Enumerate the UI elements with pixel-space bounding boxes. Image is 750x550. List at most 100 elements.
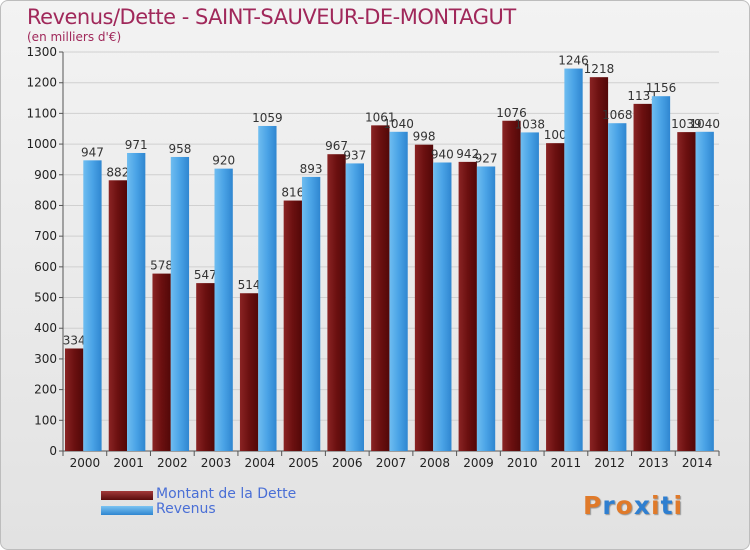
y-tick-label: 500 xyxy=(34,291,57,305)
data-label-revenus: 937 xyxy=(343,148,366,162)
data-label-revenus: 947 xyxy=(81,145,104,159)
data-label-revenus: 971 xyxy=(125,138,148,152)
y-tick-label: 1100 xyxy=(26,106,57,120)
chart-title: Revenus/Dette - SAINT-SAUVEUR-DE-MONTAGU… xyxy=(27,5,516,29)
bar-revenus xyxy=(651,96,671,451)
bar-revenus xyxy=(608,123,627,452)
data-label-revenus: 958 xyxy=(168,142,191,156)
data-label-revenus: 927 xyxy=(475,151,498,165)
data-label-revenus: 1040 xyxy=(383,117,414,131)
logo-letter: x xyxy=(633,491,651,520)
bar-dette xyxy=(283,200,302,451)
bar-dette xyxy=(327,154,346,451)
bar-revenus xyxy=(258,125,277,452)
bar-revenus xyxy=(83,160,102,451)
data-label-dette: 1131 xyxy=(627,89,658,103)
data-label-dette: 1061 xyxy=(365,110,396,124)
y-tick-label: 100 xyxy=(34,413,57,427)
bar-dette xyxy=(502,120,521,452)
data-label-revenus: 1068 xyxy=(602,108,633,122)
legend-swatch-dette xyxy=(101,491,153,500)
x-tick-label: 2014 xyxy=(682,456,713,470)
x-tick-label: 2009 xyxy=(463,456,494,470)
logo-letter: t xyxy=(660,491,674,520)
data-label-revenus: 1059 xyxy=(252,111,283,125)
bar-dette xyxy=(414,144,434,451)
legend-label-revenus: Revenus xyxy=(156,501,216,517)
bar-dette xyxy=(458,161,477,451)
x-tick-label: 2004 xyxy=(245,456,276,470)
bar-revenus xyxy=(301,176,321,451)
logo-letter: i xyxy=(673,491,684,520)
bar-dette xyxy=(371,125,390,451)
y-tick-label: 800 xyxy=(34,198,57,212)
data-label-dette: 882 xyxy=(106,165,129,179)
bar-dette xyxy=(589,77,609,451)
bar-revenus xyxy=(214,168,233,451)
x-tick-label: 2005 xyxy=(288,456,319,470)
y-tick-label: 600 xyxy=(34,260,57,274)
bar-revenus xyxy=(127,152,146,451)
x-tick-label: 2000 xyxy=(70,456,101,470)
y-tick-label: 300 xyxy=(34,352,57,366)
y-tick-label: 0 xyxy=(49,444,57,458)
data-label-dette: 816 xyxy=(281,186,304,200)
y-tick-label: 700 xyxy=(34,229,57,243)
bar-revenus xyxy=(433,162,452,451)
data-label-dette: 514 xyxy=(238,278,261,292)
logo-letter: i xyxy=(651,491,661,520)
proxiti-logo: Proxiti xyxy=(583,491,683,520)
x-tick-label: 2011 xyxy=(551,456,582,470)
data-label-dette: 1218 xyxy=(584,62,615,76)
bar-dette xyxy=(546,143,565,451)
x-tick-label: 2001 xyxy=(113,456,144,470)
x-tick-label: 2006 xyxy=(332,456,363,470)
data-label-revenus: 920 xyxy=(212,154,235,168)
x-tick-label: 2007 xyxy=(376,456,407,470)
y-tick-label: 1300 xyxy=(26,45,57,59)
x-tick-label: 2008 xyxy=(419,456,450,470)
chart-subtitle: (en milliers d'€) xyxy=(27,30,122,44)
bar-revenus xyxy=(695,131,714,452)
bar-revenus xyxy=(564,68,583,451)
data-label-revenus: 1040 xyxy=(689,117,720,131)
x-tick-label: 2002 xyxy=(157,456,188,470)
data-label-dette: 998 xyxy=(413,130,436,144)
data-label-dette: 942 xyxy=(456,147,479,161)
data-label-revenus: 1038 xyxy=(515,117,546,131)
data-label-dette: 100 xyxy=(544,128,567,142)
x-tick-label: 2013 xyxy=(638,456,669,470)
bar-dette xyxy=(239,293,259,451)
legend-label-dette: Montant de la Dette xyxy=(156,486,297,502)
x-tick-label: 2003 xyxy=(201,456,232,470)
bar-dette xyxy=(108,180,128,452)
bar-revenus xyxy=(170,156,190,451)
data-label-dette: 334 xyxy=(63,333,86,347)
bar-revenus xyxy=(345,163,364,451)
bar-revenus xyxy=(476,166,496,452)
bar-dette xyxy=(196,283,215,451)
bar-dette xyxy=(65,348,84,451)
y-tick-label: 1200 xyxy=(26,76,57,90)
x-tick-label: 2010 xyxy=(507,456,538,470)
data-label-dette: 547 xyxy=(194,268,217,282)
data-label-revenus: 893 xyxy=(300,162,323,176)
x-tick-label: 2012 xyxy=(594,456,625,470)
legend-swatch-revenus xyxy=(101,506,153,515)
y-tick-label: 400 xyxy=(34,321,57,335)
data-label-revenus: 1156 xyxy=(646,81,677,95)
y-tick-label: 900 xyxy=(34,168,57,182)
bar-dette xyxy=(633,103,652,452)
data-label-dette: 967 xyxy=(325,139,348,153)
logo-letter: r xyxy=(602,491,616,520)
logo-letter: o xyxy=(615,491,634,520)
bar-revenus xyxy=(520,132,539,451)
data-label-revenus: 1246 xyxy=(558,54,589,68)
bar-dette xyxy=(152,273,171,451)
bar-dette xyxy=(677,132,696,451)
bar-revenus xyxy=(389,131,408,452)
logo-letter: P xyxy=(583,491,603,520)
data-label-dette: 578 xyxy=(150,259,173,273)
